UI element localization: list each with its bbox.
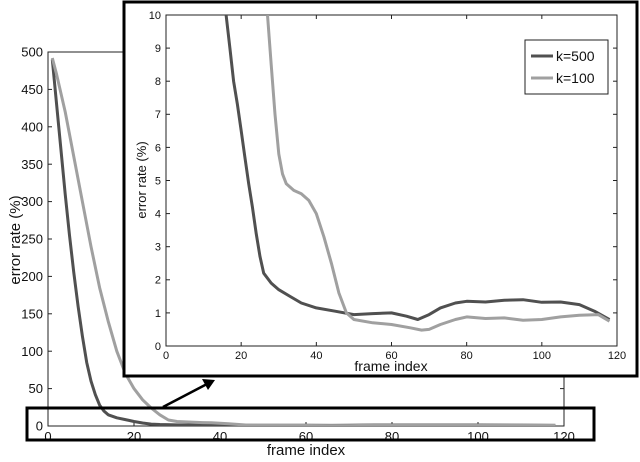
inset-y-tick-label-5: 5	[155, 175, 161, 187]
inset-y-tick-labels: 0 1 2 3 4 5 6 7 8 9 10	[149, 10, 617, 353]
main-y-tick-label-5: 250	[21, 232, 43, 247]
inset-series-line-k100	[266, 15, 611, 332]
inset-chart: 0 1 2 3 4 5 6 7 8 9 10 0 20 40 60 80 100 120 error rate …	[122, 0, 639, 378]
inset-series-lines	[224, 15, 611, 332]
main-y-tick-label-1: 50	[29, 381, 43, 396]
main-y-tick-label-7: 350	[21, 157, 43, 172]
inset-y-tick-label-8: 8	[155, 76, 161, 88]
main-y-tick-label-4: 200	[21, 269, 43, 284]
main-x-tick-label-4: 80	[385, 429, 399, 444]
main-x-tick-label-1: 20	[127, 429, 141, 444]
main-series-lines	[50, 57, 556, 426]
main-series-line-k100	[50, 57, 556, 426]
inset-series-line-k500	[224, 15, 611, 321]
main-y-tick-label-3: 150	[21, 306, 43, 321]
main-x-tick-label-5: 100	[467, 429, 489, 444]
inset-x-tick-labels: 0 20 40 60 80 100 120	[163, 15, 626, 362]
legend-label-k100: k=100	[556, 70, 595, 86]
main-x-tick-label-0: 0	[44, 429, 51, 444]
inset-y-tick-label-0: 0	[155, 341, 161, 353]
zoom-region-box	[25, 406, 596, 442]
zoom-arrow-head	[202, 379, 215, 390]
inset-x-axis-label: frame index	[354, 358, 427, 374]
main-y-tick-label-6: 300	[21, 194, 43, 209]
inset-y-tick-label-1: 1	[155, 308, 161, 320]
legend-box	[524, 39, 609, 95]
main-y-tick-label-0: 0	[36, 419, 43, 434]
main-x-axis-label: frame index	[267, 442, 346, 459]
main-x-tick-label-2: 40	[213, 429, 227, 444]
main-y-tick-label-2: 100	[21, 344, 43, 359]
inset-x-tick-label-2: 40	[310, 350, 322, 362]
inset-y-tick-label-4: 4	[155, 208, 161, 220]
inset-y-tick-label-2: 2	[155, 275, 161, 287]
main-y-tick-label-9: 450	[21, 82, 43, 97]
inset-x-tick-label-3: 60	[385, 350, 397, 362]
zoom-arrow-line	[162, 382, 208, 409]
legend: k=500 k=100	[524, 39, 609, 95]
inset-y-tick-label-10: 10	[149, 10, 161, 22]
inset-y-tick-label-9: 9	[155, 43, 161, 55]
inset-x-tick-label-0: 0	[163, 350, 169, 362]
main-y-axis-label: error rate (%)	[7, 195, 24, 284]
main-y-tick-label-10: 500	[21, 45, 43, 60]
inset-x-tick-label-1: 20	[235, 350, 247, 362]
inset-x-tick-label-6: 120	[608, 350, 626, 362]
inset-y-tick-label-3: 3	[155, 242, 161, 254]
inset-x-tick-label-5: 100	[533, 350, 551, 362]
main-x-tick-label-6: 120	[553, 429, 575, 444]
main-y-tick-label-8: 400	[21, 119, 43, 134]
inset-y-tick-label-7: 7	[155, 109, 161, 121]
legend-label-k500: k=500	[556, 48, 595, 64]
inset-y-axis-label: error rate (%)	[134, 141, 149, 218]
inset-y-tick-label-6: 6	[155, 142, 161, 154]
inset-x-tick-label-4: 80	[461, 350, 473, 362]
